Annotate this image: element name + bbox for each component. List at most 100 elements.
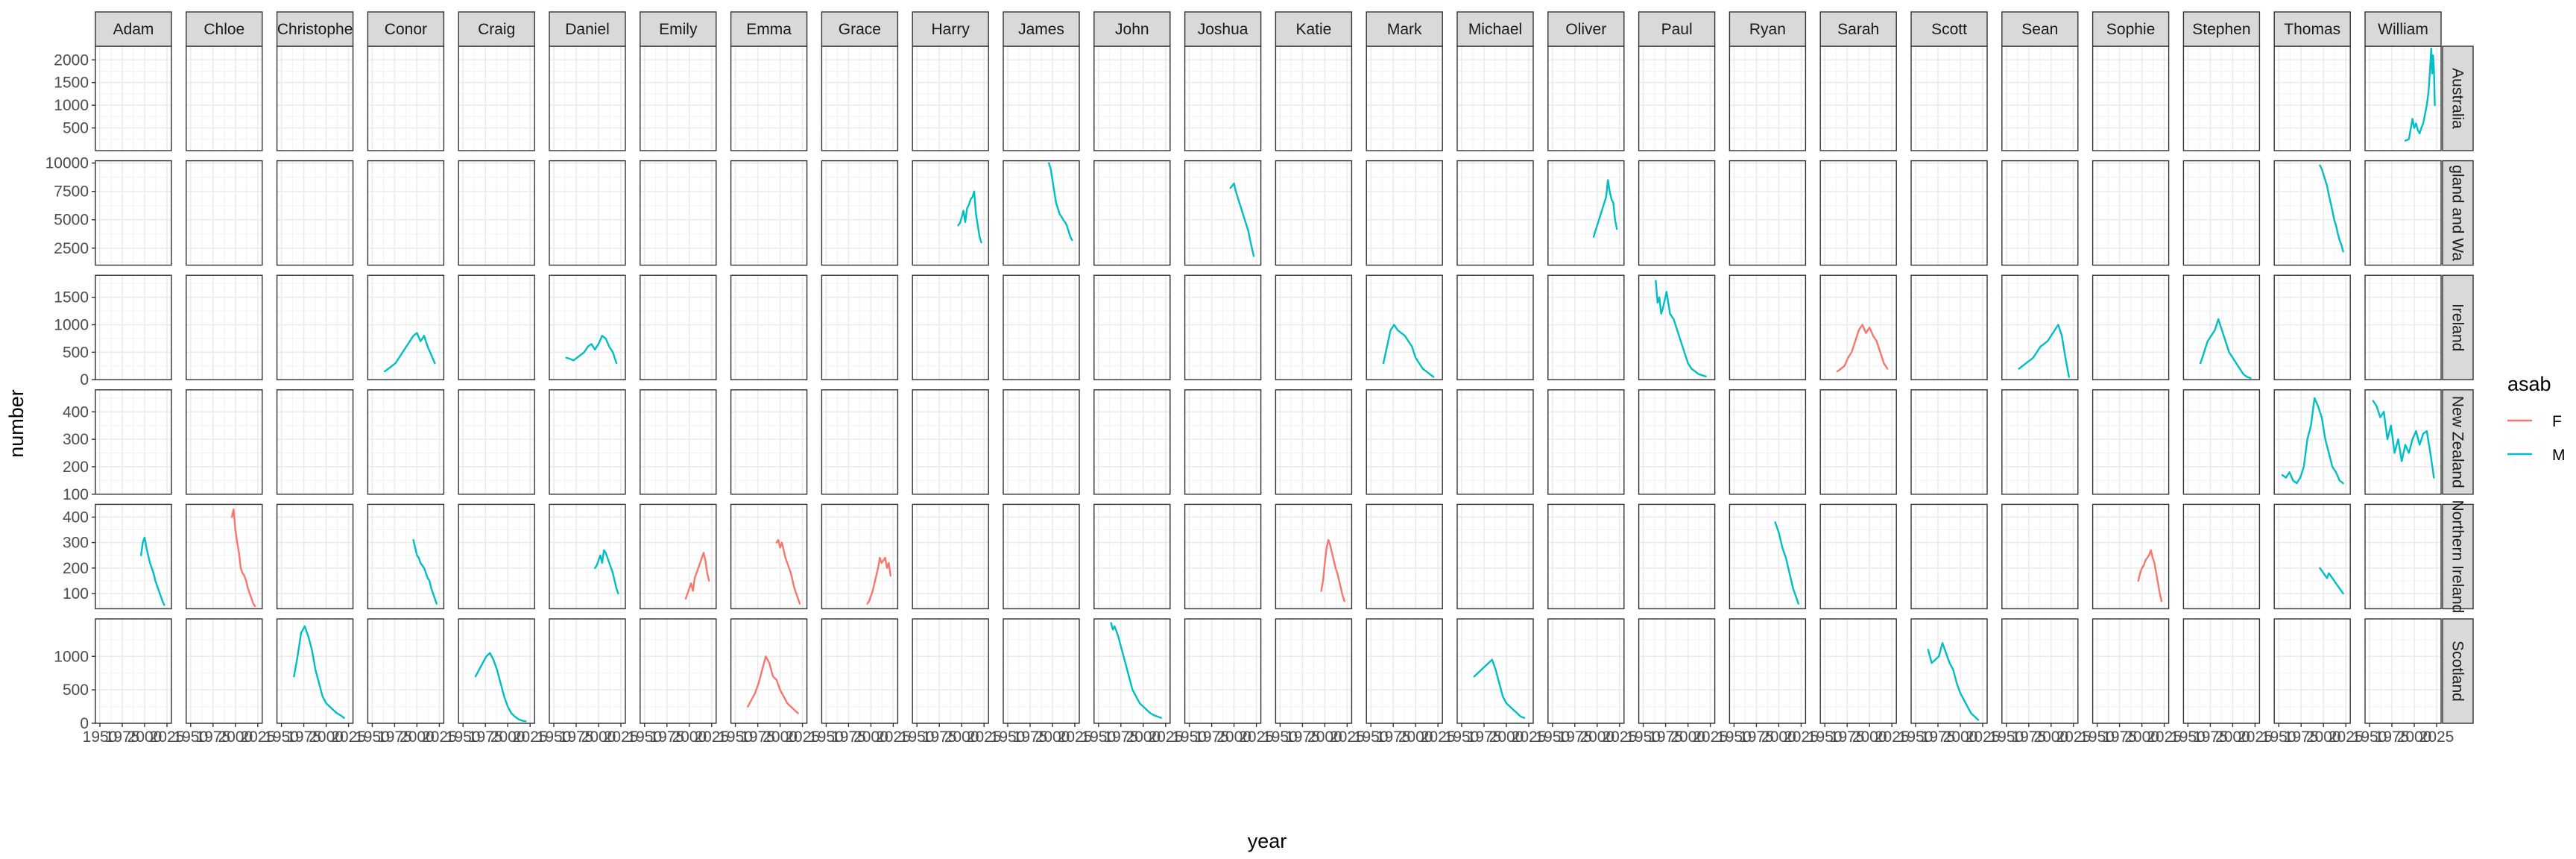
panel-border [2001,274,2079,380]
x-tick-label: 2025 [1966,729,2001,746]
panel-northern-ireland-sophie [2092,503,2170,610]
panel-northern-ireland-sarah [1819,503,1897,610]
panel-border [549,160,626,266]
panel-northern-ireland-sean [2001,503,2079,610]
panel-england-and-wales-craig [458,160,535,266]
strip-top-thomas [2273,11,2351,47]
panel-border [1910,503,1988,610]
x-tick-label: 2025 [2238,729,2273,746]
series-line-northern-ireland-thomas [2319,567,2344,595]
y-tick-label: 2000 [54,51,89,69]
panel-scotland-emma [730,618,808,724]
panel-border [2092,274,2170,380]
x-tick-label: 1950 [173,729,208,746]
panel-northern-ireland-katie [1275,503,1353,610]
x-tick-label: 1950 [1989,729,2024,746]
panel-england-and-wales-emma [730,160,808,266]
x-tick-label: 1975 [1467,729,1502,746]
x-tick-label: 2025 [1421,729,1456,746]
panel-england-and-wales-oliver [1547,160,1625,266]
panel-border [2364,160,2442,266]
strip-top-stephen [2182,11,2261,47]
series-line-scotland-emma [747,655,799,714]
panel-australia-christopher [276,45,354,151]
panel-border [458,618,535,724]
panel-england-and-wales-ryan [1729,160,1807,266]
x-tick-label: 1950 [264,729,299,746]
panel-new-zealand-sarah [1819,389,1897,495]
panel-border [1638,618,1716,724]
panel-england-and-wales-william [2364,160,2442,266]
x-tick-label: 2025 [2419,729,2455,746]
panel-border [640,274,717,380]
panel-australia-scott [1910,45,1988,151]
panel-new-zealand-joshua [1184,389,1262,495]
panel-northern-ireland-scott [1910,503,1988,610]
panel-border [2364,618,2442,724]
panel-new-zealand-stephen [2182,389,2261,495]
y-axis-title: number [5,389,28,458]
series-line-scotland-michael [1473,658,1526,719]
panel-new-zealand-chloe [186,389,263,495]
x-tick-label: 1950 [1808,729,1843,746]
panel-england-and-wales-daniel [549,160,626,266]
x-tick-label: 1950 [1445,729,1480,746]
y-tick-label: 400 [63,509,89,526]
panel-ireland-scott [1910,274,1988,381]
panel-border [1456,618,1534,724]
panel-new-zealand-ryan [1729,389,1807,495]
y-tick-label: 1000 [54,97,89,114]
x-tick-label: 1950 [1626,729,1661,746]
strip-label-harry: Harry [932,21,970,38]
strip-top-conor [367,11,445,47]
panel-england-and-wales-katie [1275,160,1353,266]
y-tick-label: 10000 [45,155,89,172]
x-tick-label: 2025 [2329,729,2364,746]
panel-border [549,389,626,495]
strip-top-ryan [1729,11,1807,47]
series-line-england-and-wales-oliver [1592,179,1618,238]
panel-border [458,160,535,266]
x-tick-label: 2025 [422,729,457,746]
strip-label-craig: Craig [478,21,515,38]
y-tick-label: 1500 [54,289,89,306]
x-tick-label: 1950 [2171,729,2206,746]
panel-northern-ireland-stephen [2182,503,2261,610]
strip-label-australia: Australia [2449,68,2466,129]
x-tick-label: 1950 [1081,729,1116,746]
panel-ireland-william [2364,274,2442,381]
panel-border [1638,274,1716,380]
strip-label-conor: Conor [385,21,427,38]
panel-border [821,503,899,610]
x-tick-label: 2000 [2306,729,2341,746]
strip-top-chloe [186,11,263,47]
x-tick-label: 2025 [876,729,911,746]
x-tick-label: 1950 [809,729,844,746]
panel-border [1910,389,1988,495]
panel-new-zealand-mark [1366,389,1443,495]
panel-border [1729,618,1807,724]
legend-title: asab [2507,373,2551,395]
panel-border [912,618,989,724]
x-tick-label: 2025 [1602,729,1637,746]
x-tick-label: 1950 [1898,729,1933,746]
x-tick-label: 2000 [1852,729,1887,746]
x-tick-label: 2025 [150,729,185,746]
panel-border [186,389,263,495]
panel-border [730,389,808,495]
x-tick-label: 1950 [1535,729,1570,746]
panel-scotland-stephen [2182,618,2261,724]
panel-northern-ireland-james [1003,503,1080,610]
x-tick-label: 1975 [2375,729,2410,746]
strip-label-paul: Paul [1661,21,1693,38]
strip-top-adam [95,11,172,47]
panel-australia-joshua [1184,45,1262,151]
panel-border [2092,503,2170,610]
panel-australia-harry [912,45,989,151]
series-line-northern-ireland-emily [684,552,710,600]
panel-scotland-katie [1275,618,1353,724]
x-tick-label: 2025 [694,729,729,746]
series-line-northern-ireland-emma [775,539,801,605]
panel-border [2273,274,2351,380]
